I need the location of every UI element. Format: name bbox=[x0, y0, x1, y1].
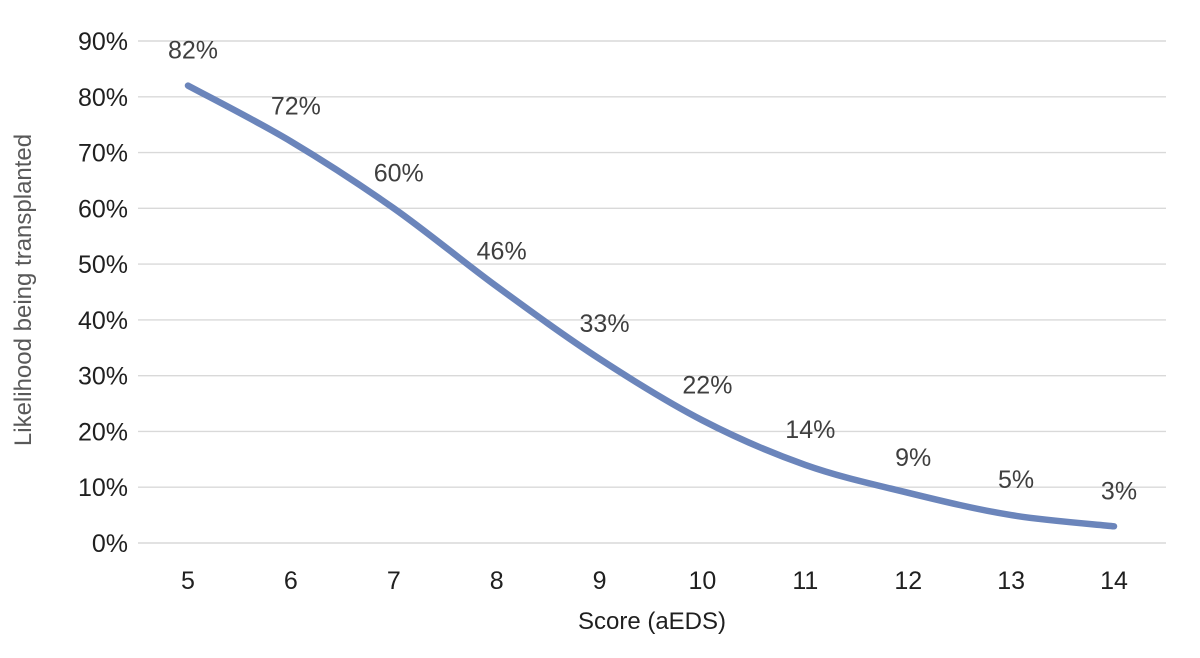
data-label: 33% bbox=[580, 310, 630, 338]
x-axis-tick-labels: 5 6 7 8 9 10 11 12 13 14 bbox=[181, 567, 1128, 595]
y-axis-tick-label: 80% bbox=[78, 84, 128, 112]
data-label: 82% bbox=[168, 37, 218, 65]
series-line bbox=[184, 82, 1118, 530]
data-label: 9% bbox=[895, 444, 931, 472]
x-axis-tick-label: 7 bbox=[387, 567, 401, 595]
data-label: 72% bbox=[271, 92, 321, 120]
x-axis-tick-label: 11 bbox=[792, 567, 818, 595]
y-axis-tick-label: 50% bbox=[78, 251, 128, 279]
y-axis-tick-label: 40% bbox=[78, 307, 128, 335]
y-axis-tick-label: 60% bbox=[78, 195, 128, 223]
x-axis-tick-label: 6 bbox=[284, 567, 298, 595]
x-axis-tick-label: 12 bbox=[894, 567, 922, 595]
y-axis-tick-label: 10% bbox=[78, 474, 128, 502]
data-label: 14% bbox=[785, 416, 835, 444]
data-label: 22% bbox=[682, 371, 732, 399]
y-axis-tick-label: 70% bbox=[78, 140, 128, 168]
x-axis-title: Score (aEDS) bbox=[578, 608, 726, 635]
y-axis-tick-labels: 0% 10% 20% 30% 40% 50% 60% 70% 80% 90% bbox=[78, 28, 128, 558]
y-axis-tick-label: 90% bbox=[78, 28, 128, 56]
data-label: 46% bbox=[477, 237, 527, 265]
data-labels-group: 82% 72% 60% 46% 33% 22% 14% 9% 5% 3% bbox=[168, 37, 1137, 506]
y-axis-tick-label: 0% bbox=[92, 530, 128, 558]
y-axis-tick-label: 30% bbox=[78, 363, 128, 391]
x-axis-tick-label: 5 bbox=[181, 567, 195, 595]
x-axis-tick-label: 13 bbox=[997, 567, 1025, 595]
x-axis-tick-label: 9 bbox=[593, 567, 607, 595]
data-label: 3% bbox=[1101, 477, 1137, 505]
y-axis-tick-label: 20% bbox=[78, 418, 128, 446]
data-label: 5% bbox=[998, 466, 1034, 494]
y-axis-title: Likelihood being transplanted bbox=[10, 134, 37, 446]
x-axis-tick-label: 10 bbox=[689, 567, 717, 595]
gridlines-group bbox=[138, 40, 1166, 544]
x-axis-tick-label: 14 bbox=[1100, 567, 1128, 595]
data-label: 60% bbox=[374, 159, 424, 187]
x-axis-tick-label: 8 bbox=[490, 567, 504, 595]
